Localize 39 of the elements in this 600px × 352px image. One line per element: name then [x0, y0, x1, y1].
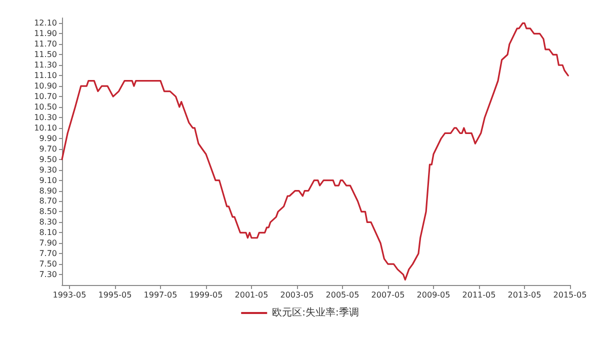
x-tick-label: 1995-05 — [98, 290, 132, 300]
y-tick-label: 10.30 — [34, 112, 57, 122]
x-tick-label: 2001-05 — [234, 290, 268, 300]
y-tick-label: 7.50 — [39, 260, 57, 269]
y-tick-label: 9.70 — [39, 144, 57, 154]
y-tick-label: 10.50 — [34, 102, 57, 112]
x-tick-label: 2009-05 — [416, 290, 450, 300]
x-tick-label: 2011-05 — [462, 290, 496, 300]
y-tick-label: 7.70 — [39, 249, 57, 258]
x-tick-label: 2013-05 — [508, 290, 542, 300]
y-tick-label: 11.10 — [34, 71, 57, 80]
y-tick-label: 7.90 — [39, 238, 57, 248]
y-tick-label: 9.90 — [39, 134, 57, 143]
x-tick-label: 1993-05 — [52, 290, 86, 300]
y-tick-label: 11.30 — [34, 60, 57, 70]
y-tick-label: 9.10 — [39, 176, 57, 185]
x-tick-label: 2015-05 — [553, 290, 587, 300]
x-tick-label: 2005-05 — [326, 290, 360, 300]
y-tick-label: 11.50 — [34, 50, 57, 60]
y-tick-label: 8.10 — [39, 228, 57, 238]
x-tick-label: 2003-05 — [280, 290, 314, 300]
y-tick-label: 11.70 — [34, 40, 57, 49]
y-tick-label: 11.90 — [34, 29, 57, 38]
y-tick-label: 8.70 — [39, 196, 57, 206]
y-tick-label: 10.10 — [34, 123, 57, 132]
line-series — [61, 22, 569, 281]
x-tick-label: 1997-05 — [144, 290, 178, 300]
y-tick-label: 8.50 — [39, 207, 57, 216]
x-tick-label: 2007-05 — [371, 290, 405, 300]
y-tick-label: 8.30 — [39, 218, 57, 227]
legend-label: 欧元区:失业率:季调 — [272, 306, 359, 318]
y-tick-label: 9.50 — [39, 154, 57, 164]
y-tick-label: 12.10 — [34, 18, 57, 28]
y-tick-label: 9.30 — [39, 165, 57, 174]
y-tick-label: 10.70 — [34, 92, 57, 102]
x-tick-label: 1999-05 — [189, 290, 223, 300]
y-tick-label: 10.90 — [34, 82, 57, 91]
y-tick-label: 8.90 — [39, 186, 57, 196]
y-tick-label: 7.30 — [39, 270, 57, 280]
